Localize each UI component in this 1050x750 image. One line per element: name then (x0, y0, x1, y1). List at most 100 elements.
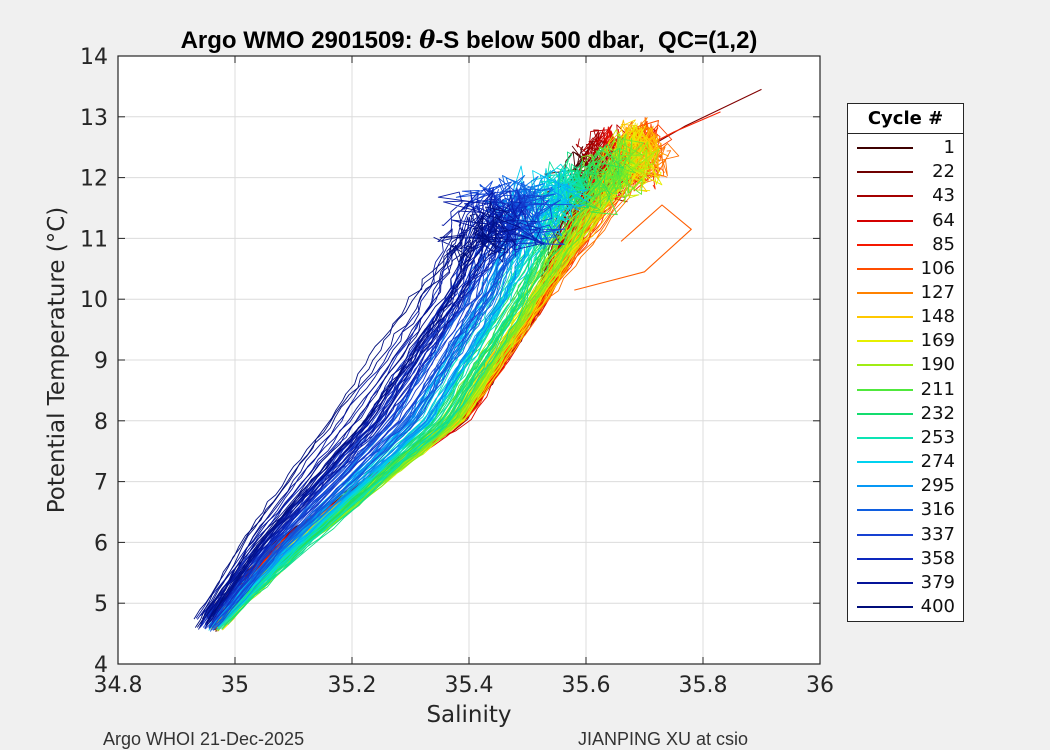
legend-rows: 1 22 43 64 85 106 127 148 169 190 211 232 253 274 295 3… (848, 134, 963, 621)
legend-item: 358 (848, 547, 963, 571)
legend-line-sample (857, 388, 913, 391)
y-tick-label: 12 (80, 167, 108, 192)
legend-item: 106 (848, 257, 963, 281)
profile-line (213, 182, 537, 616)
y-tick-label: 6 (94, 531, 108, 556)
legend-line-sample (857, 243, 913, 246)
legend-label: 22 (932, 161, 955, 183)
legend-line-sample (857, 340, 913, 343)
y-tick-label: 8 (94, 410, 108, 435)
profile-line (204, 213, 518, 619)
profile-line (211, 209, 542, 623)
legend-label: 85 (932, 233, 955, 255)
legend-label: 148 (920, 306, 955, 328)
legend-label: 1 (943, 137, 955, 159)
legend-line-sample (857, 436, 913, 439)
x-tick-label: 35.4 (445, 673, 494, 698)
legend-line-sample (857, 557, 913, 560)
legend-line-sample (857, 364, 913, 367)
profile-line (198, 228, 466, 630)
credit-left: Argo WHOI 21-Dec-2025 (103, 729, 305, 749)
legend-label: 253 (920, 426, 955, 448)
legend-line-sample (857, 485, 913, 488)
profile-line (206, 213, 492, 623)
profile-line (194, 239, 471, 628)
legend-line-sample (857, 292, 913, 295)
profile-line (204, 186, 516, 628)
legend-label: 64 (932, 209, 955, 231)
legend-item: 22 (848, 160, 963, 184)
legend-line-sample (857, 219, 913, 222)
chart-title-prefix: Argo WMO 2901509: (180, 27, 420, 54)
y-tick-label: 5 (94, 592, 108, 617)
profile-line (215, 208, 556, 627)
y-tick-label: 11 (80, 227, 108, 252)
profile-line (193, 234, 483, 620)
legend-label: 169 (920, 330, 955, 352)
legend-label: 211 (920, 378, 955, 400)
y-tick-label: 14 (80, 45, 108, 70)
legend-line-sample (857, 147, 913, 150)
legend-item: 316 (848, 498, 963, 522)
legend-line-sample (857, 509, 913, 512)
profile-line (212, 183, 590, 621)
legend-label: 337 (920, 523, 955, 545)
profile-line (212, 199, 573, 631)
legend-line-sample (857, 581, 913, 584)
legend-line-sample (857, 412, 913, 415)
x-tick-label: 35.8 (679, 673, 728, 698)
legend-item: 379 (848, 571, 963, 595)
legend-label: 190 (920, 354, 955, 376)
profile-line (219, 160, 591, 626)
profile-line (222, 163, 587, 624)
y-tick-label: 7 (94, 471, 108, 496)
legend-line-sample (857, 606, 913, 609)
chart-title-theta: θ (419, 25, 436, 54)
profile-line (196, 235, 506, 628)
profile-line (217, 162, 600, 620)
legend-item: 127 (848, 281, 963, 305)
legend-line-sample (857, 316, 913, 319)
legend-title: Cycle # (848, 104, 963, 134)
y-tick-label: 13 (80, 106, 108, 131)
legend-line-sample (857, 533, 913, 536)
y-tick-label: 10 (80, 288, 108, 313)
x-tick-label: 35 (221, 673, 249, 698)
x-tick-label: 34.8 (94, 673, 143, 698)
profile-line (202, 200, 521, 619)
profile-line (208, 231, 530, 619)
credit-right: JIANPING XU at csio (578, 729, 749, 749)
legend-item: 232 (848, 402, 963, 426)
legend-item: 1 (848, 136, 963, 160)
legend-line-sample (857, 267, 913, 270)
legend-label: 295 (920, 475, 955, 497)
legend-label: 274 (920, 451, 955, 473)
profile-line (206, 216, 505, 624)
legend-label: 106 (920, 257, 955, 279)
legend: Cycle # 1 22 43 64 85 106 127 148 169 190 211 232 25… (847, 103, 964, 622)
legend-label: 316 (920, 499, 955, 521)
x-tick-label: 36 (806, 673, 834, 698)
legend-line-sample (857, 171, 913, 174)
legend-label: 358 (920, 547, 955, 569)
legend-label: 379 (920, 571, 955, 593)
legend-line-sample (857, 195, 913, 198)
legend-line-sample (857, 461, 913, 464)
y-tick-label: 4 (94, 653, 108, 678)
legend-item: 337 (848, 523, 963, 547)
profile-line (195, 191, 489, 619)
legend-item: 85 (848, 233, 963, 257)
legend-item: 295 (848, 474, 963, 498)
legend-item: 190 (848, 353, 963, 377)
legend-item: 148 (848, 305, 963, 329)
profile-line (219, 175, 555, 616)
x-tick-label: 35.2 (328, 673, 377, 698)
legend-label: 43 (932, 185, 955, 207)
profile-lines (193, 88, 762, 632)
legend-item: 253 (848, 426, 963, 450)
chart-title: Argo WMO 2901509: θ-S below 500 dbar, QC… (118, 25, 820, 55)
x-axis-label: Salinity (426, 702, 512, 728)
legend-item: 211 (848, 378, 963, 402)
